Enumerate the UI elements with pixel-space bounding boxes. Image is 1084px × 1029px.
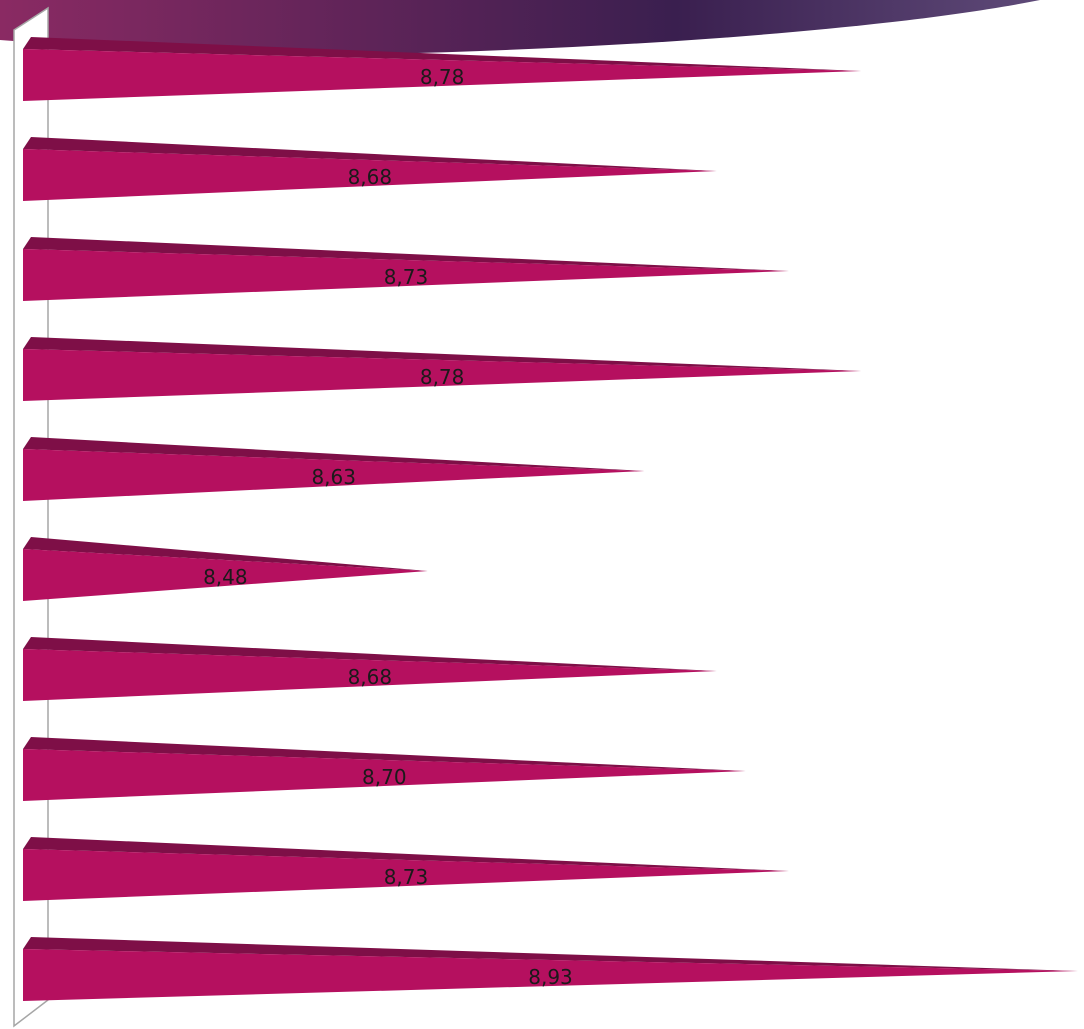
bar xyxy=(23,137,717,201)
bar xyxy=(23,837,789,901)
data-label: 8,78 xyxy=(420,365,465,389)
bar xyxy=(23,937,1078,1001)
data-label: 8,73 xyxy=(384,865,429,889)
bar-front-face xyxy=(23,249,789,301)
bar-front-face xyxy=(23,149,717,201)
bar-top-face xyxy=(23,537,428,571)
bar-front-face xyxy=(23,549,428,601)
bar-top-face xyxy=(23,437,645,471)
bar-front-face xyxy=(23,49,862,101)
bar xyxy=(23,737,746,801)
data-label: 8,78 xyxy=(420,65,465,89)
bar-front-face xyxy=(23,849,789,901)
bar-top-face xyxy=(23,337,862,371)
bar xyxy=(23,437,645,501)
bar-front-face xyxy=(23,949,1078,1001)
header-banner xyxy=(0,0,1040,55)
data-label: 8,63 xyxy=(311,465,356,489)
bar-top-face xyxy=(23,837,789,871)
data-label: 8,68 xyxy=(348,665,393,689)
bar xyxy=(23,637,717,701)
bar xyxy=(23,37,862,101)
bar-top-face xyxy=(23,237,789,271)
bar-top-face xyxy=(23,637,717,671)
bar-front-face xyxy=(23,349,862,401)
data-label: 8,73 xyxy=(384,265,429,289)
bar-top-face xyxy=(23,737,746,771)
bar-front-face xyxy=(23,749,746,801)
bar-top-face xyxy=(23,37,862,71)
bar xyxy=(23,537,428,601)
bar-series xyxy=(23,37,1078,1001)
bar-front-face xyxy=(23,649,717,701)
bar-front-face xyxy=(23,449,645,501)
bar xyxy=(23,237,789,301)
data-labels: 8,78 8,68 8,73 8,78 8,63 8,48 8,68 8,70 8,73 8,93 xyxy=(203,65,573,989)
bar-top-face xyxy=(23,137,717,171)
data-label: 8,48 xyxy=(203,565,248,589)
bar xyxy=(23,337,862,401)
banner-swoosh xyxy=(0,0,1040,55)
data-label: 8,93 xyxy=(528,965,573,989)
bar-top-face xyxy=(23,937,1078,971)
data-label: 8,68 xyxy=(348,165,393,189)
data-label: 8,70 xyxy=(362,765,407,789)
